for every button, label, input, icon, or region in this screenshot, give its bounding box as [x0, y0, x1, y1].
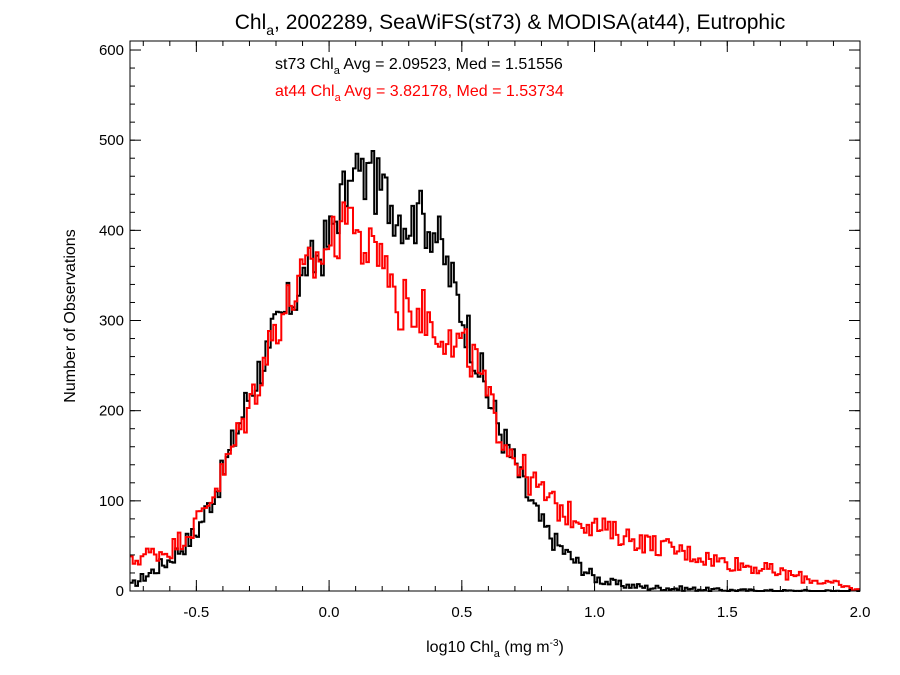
y-tick-label: 600 [99, 42, 124, 59]
axis-ticks [130, 41, 861, 592]
plot-frame [129, 40, 861, 592]
chart-title: Chla, 2002289, SeaWiFS(st73) & MODISA(at… [235, 11, 786, 38]
x-tick-label: 1.0 [584, 604, 605, 621]
y-tick-label: 0 [116, 583, 124, 600]
y-tick-label: 400 [99, 222, 124, 239]
y-axis-label: Number of Observations [62, 229, 79, 402]
x-tick-label: 1.5 [717, 604, 738, 621]
y-tick-label: 100 [99, 493, 124, 510]
stat-annotation-st73: st73 Chla Avg = 2.09523, Med = 1.51556 [275, 56, 563, 77]
y-tick-label: 200 [99, 403, 124, 420]
y-tick-label: 300 [99, 313, 124, 330]
plot-series [130, 150, 860, 592]
x-tick-label: 2.0 [850, 604, 871, 621]
x-tick-label: 0.5 [451, 604, 472, 621]
stat-annotation-at44: at44 Chla Avg = 3.82178, Med = 1.53734 [275, 83, 564, 104]
x-tick-label: -0.5 [183, 604, 209, 621]
x-tick-label: 0.0 [319, 604, 340, 621]
y-tick-label: 500 [99, 132, 124, 149]
x-axis-label: log10 Chla (mg m-3) [426, 638, 564, 660]
histogram-series-2 [130, 201, 860, 592]
histogram-series-1 [130, 150, 860, 592]
axis-tick-labels: -0.5 0.0 0.5 1.0 1.5 2.0 0 100 200 300 400 500 600 [99, 42, 870, 621]
